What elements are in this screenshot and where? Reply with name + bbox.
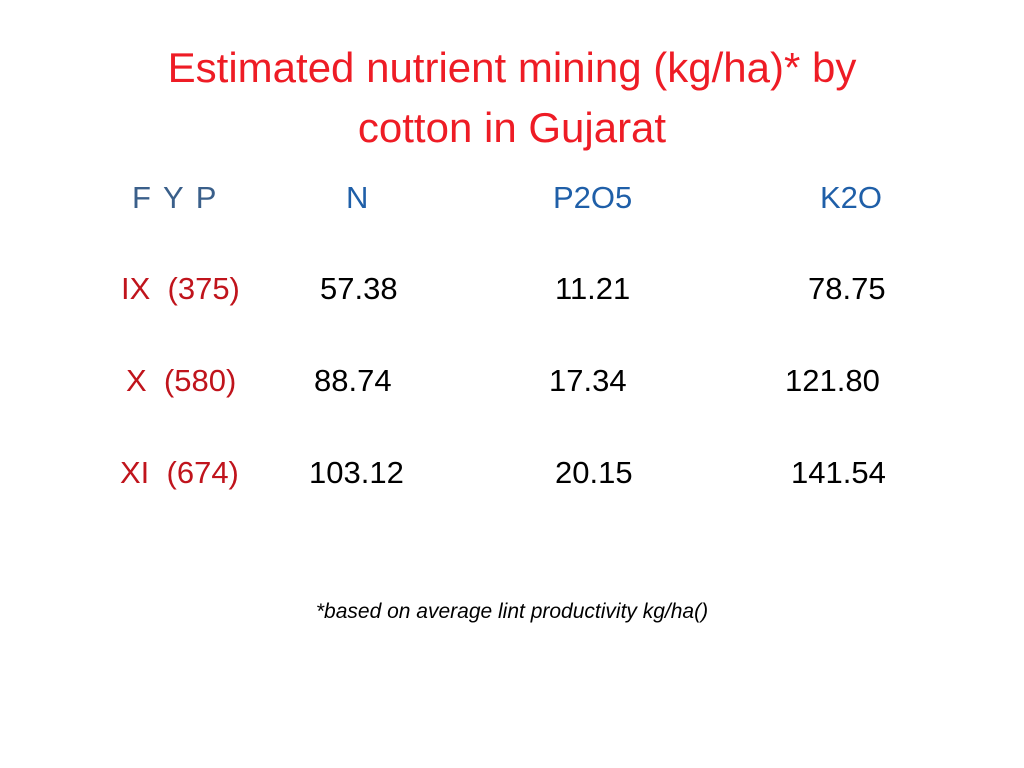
value-ix-n: 57.38	[320, 271, 398, 306]
value-x-n: 88.74	[314, 363, 392, 398]
header-k2o: K2O	[820, 180, 883, 215]
slide-title-line-1: Estimated nutrient mining (kg/ha)* by	[167, 44, 857, 91]
row-label-x: X (580)	[126, 363, 237, 398]
value-ix-k2o: 78.75	[808, 271, 886, 306]
slide-title-line-2: cotton in Gujarat	[357, 104, 667, 151]
value-x-p2o5: 17.34	[549, 363, 627, 398]
header-p2o5: P2O5	[553, 180, 633, 215]
footnote: *based on average lint productivity kg/h…	[315, 600, 709, 623]
value-xi-k2o: 141.54	[791, 455, 886, 490]
value-xi-n: 103.12	[309, 455, 404, 490]
row-label-ix: IX (375)	[121, 271, 240, 306]
value-ix-p2o5: 11.21	[555, 271, 631, 306]
header-n: N	[346, 180, 369, 215]
value-xi-p2o5: 20.15	[555, 455, 633, 490]
header-fyp: F Y P	[132, 180, 219, 215]
value-x-k2o: 121.80	[785, 363, 880, 398]
row-label-xi: XI (674)	[120, 455, 239, 490]
